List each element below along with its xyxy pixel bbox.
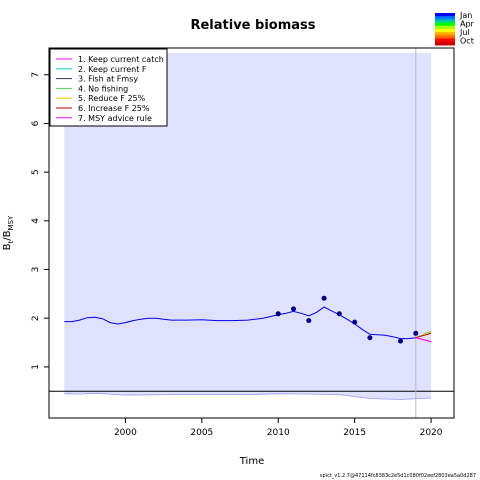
y-axis-label-mid: /B bbox=[2, 230, 13, 240]
y-tick-label: 3 bbox=[31, 267, 41, 273]
observation-point bbox=[398, 338, 403, 344]
observation-point bbox=[367, 335, 373, 341]
season-color-band bbox=[435, 16, 455, 20]
y-axis-label-sub1: t bbox=[7, 240, 15, 243]
season-label: Jan bbox=[459, 11, 472, 20]
y-tick-label: 5 bbox=[31, 169, 41, 175]
season-color-band bbox=[435, 29, 455, 33]
legend-label: 3. Fish at Fmsy bbox=[78, 75, 138, 84]
plot-frame bbox=[48, 47, 455, 419]
observation-point bbox=[413, 330, 419, 336]
y-tick-label: 1 bbox=[31, 364, 41, 370]
estimate-line bbox=[64, 306, 416, 340]
observation-point bbox=[321, 295, 327, 301]
legend-label: 4. No fishing bbox=[78, 84, 128, 93]
season-label: Apr bbox=[460, 20, 475, 29]
season-color-band bbox=[435, 41, 455, 46]
x-axis-label: Time bbox=[239, 456, 264, 467]
season-color-band bbox=[435, 13, 455, 17]
x-tick-label: 2020 bbox=[420, 428, 443, 438]
observation-point bbox=[336, 311, 342, 317]
scenario-line-7 bbox=[415, 337, 432, 343]
season-color-band bbox=[435, 25, 455, 30]
season-label: Jul bbox=[459, 28, 470, 37]
season-label: Oct bbox=[460, 37, 474, 46]
scenario-line-6 bbox=[415, 332, 432, 339]
legend-label: 2. Keep current F bbox=[78, 65, 147, 74]
plot-area: 2000 2005 2010 2015 2020 1 2 3 4 5 6 7 bbox=[31, 47, 455, 438]
observation-point bbox=[352, 319, 358, 325]
x-tick-label: 2000 bbox=[114, 428, 137, 438]
x-tick-label: 2010 bbox=[267, 428, 290, 438]
observation-point bbox=[306, 318, 312, 324]
y-tick-label: 7 bbox=[31, 72, 41, 78]
season-color-band bbox=[435, 32, 455, 36]
season-color-band bbox=[435, 19, 455, 24]
y-tick-label: 2 bbox=[31, 315, 41, 321]
chart-title: Relative biomass bbox=[190, 18, 315, 33]
y-tick-label: 4 bbox=[31, 218, 41, 224]
y-axis-label-base: B bbox=[2, 243, 13, 250]
y-axis-label-sub2: MSY bbox=[7, 215, 15, 230]
confidence-band-lower-line bbox=[64, 392, 432, 400]
y-tick-label: 6 bbox=[31, 120, 41, 126]
legend-box bbox=[49, 48, 168, 127]
observation-point bbox=[275, 311, 281, 317]
legend-label: 7. MSY advice rule bbox=[78, 114, 152, 123]
observation-point bbox=[291, 306, 296, 312]
x-tick-label: 2015 bbox=[343, 428, 366, 438]
y-axis-label: Bt/BMSY bbox=[2, 215, 15, 250]
legend-label: 6. Increase F 25% bbox=[78, 104, 150, 113]
footer-version: spict_v1.2.7@47114fc8383c2e5d1c080f02eef… bbox=[320, 473, 476, 479]
x-tick-label: 2005 bbox=[190, 428, 213, 438]
season-color-band bbox=[435, 38, 455, 43]
season-color-band bbox=[435, 22, 455, 27]
legend-label: 1. Keep current catch bbox=[78, 55, 164, 64]
season-color-band bbox=[435, 35, 455, 40]
legend-label: 5. Reduce F 25% bbox=[78, 94, 146, 103]
